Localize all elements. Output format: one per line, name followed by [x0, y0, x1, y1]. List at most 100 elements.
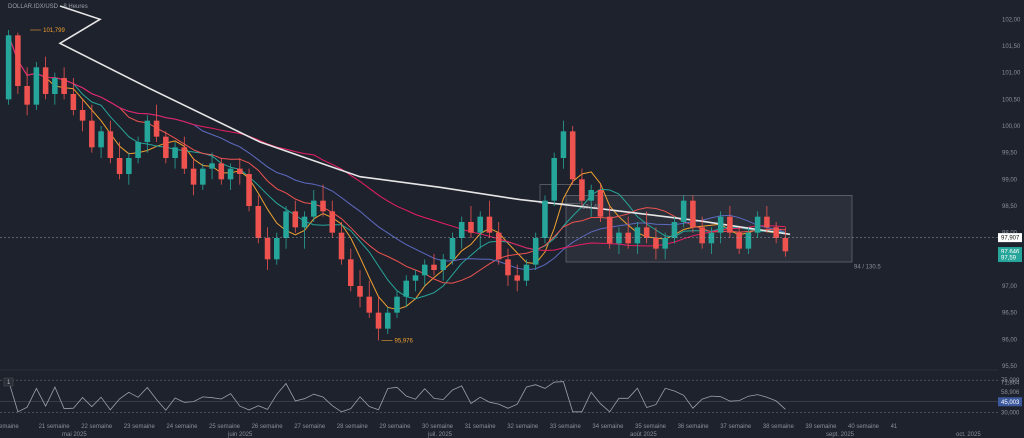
price-tag-label: 97,646 [1001, 250, 1020, 256]
price-tick: 100,00 [1002, 124, 1021, 130]
week-label: 25 semaine [209, 424, 241, 430]
price-tag-label: 97,59 [1001, 256, 1017, 262]
week-label: 40 semaine [848, 424, 880, 430]
candle-body [708, 232, 715, 244]
interval-label: 8 Heures [63, 4, 88, 10]
candle-body [597, 190, 604, 217]
month-label: juil. 2025 [427, 432, 453, 438]
candles [5, 30, 789, 341]
candle-body [218, 163, 225, 180]
week-label: 37 semaine [720, 424, 752, 430]
osc-marker-label: 1 [7, 380, 11, 386]
candle-body [625, 232, 631, 244]
candle-body [89, 120, 95, 148]
candle-body [569, 131, 576, 180]
month-label: sept. 2025 [826, 432, 855, 438]
candle-body [532, 238, 539, 265]
week-label: 34 semaine [592, 424, 624, 430]
candle-body [79, 110, 86, 121]
month-label: juin 2025 [227, 432, 253, 438]
candle-body [107, 131, 114, 158]
range-top-label: 13 / 43 [582, 205, 601, 211]
week-label: semaine [0, 424, 19, 430]
candle-body [616, 232, 622, 244]
candle-body [237, 168, 243, 174]
candle-body [403, 280, 410, 297]
week-label: 38 semaine [763, 424, 795, 430]
price-tick: 96,50 [1002, 311, 1018, 317]
week-label: 39 semaine [805, 424, 837, 430]
candle-body [5, 35, 12, 100]
candle-body [736, 232, 742, 249]
candle-body [542, 200, 548, 238]
week-label: 32 semaine [507, 424, 539, 430]
oscillator-line [8, 380, 786, 413]
price-tag [998, 233, 1022, 243]
candle-body [338, 232, 345, 260]
candle-body [301, 216, 308, 228]
price-tag-label: 97,907 [1001, 236, 1020, 242]
candle-body [274, 238, 280, 260]
candle-body [468, 222, 474, 233]
price-tick: 100,50 [1002, 97, 1021, 103]
candle-body [292, 211, 299, 228]
candle-body [190, 168, 197, 185]
candle-body [126, 158, 132, 174]
price-tick: 101,50 [1002, 44, 1021, 50]
candle-body [773, 227, 779, 238]
week-label: 30 semaine [422, 424, 454, 430]
week-label: 29 semaine [379, 424, 411, 430]
price-tick: 98,50 [1002, 204, 1018, 210]
candle-body [634, 227, 641, 244]
candle-body [135, 142, 141, 158]
candle-body [690, 200, 696, 228]
candle-body [246, 174, 252, 206]
price-tick: 99,50 [1002, 151, 1018, 157]
price-tick: 95,50 [1002, 364, 1018, 370]
candle-body [116, 158, 123, 174]
candle-body [588, 190, 594, 201]
price-tick: 99,00 [1002, 177, 1018, 183]
candle-body [486, 216, 493, 233]
candle-body [144, 120, 151, 142]
week-label: 23 semaine [124, 424, 156, 430]
week-label: 33 semaine [550, 424, 582, 430]
range-bottom-label: 94 / 130.5 [854, 264, 881, 270]
week-label: 24 semaine [166, 424, 198, 430]
week-label: 21 semaine [39, 424, 71, 430]
candle-body [24, 86, 30, 105]
candle-body [717, 216, 724, 233]
osc-marker-box [3, 377, 14, 387]
osc-level: 58,906 [1001, 390, 1020, 396]
range-box [539, 184, 853, 263]
candle-body [745, 232, 752, 249]
candle-body [98, 131, 104, 148]
candle-body [283, 211, 289, 238]
week-label: 26 semaine [252, 424, 284, 430]
candle-body [662, 238, 668, 249]
candle-body [153, 120, 160, 137]
candle-body [560, 131, 567, 158]
candle-body [458, 222, 465, 238]
week-label: 27 semaine [294, 424, 326, 430]
candle-body [680, 200, 687, 222]
candle-body [320, 200, 326, 212]
candle-body [394, 296, 400, 313]
osc-level: 75,000 [1001, 378, 1020, 384]
candle-body [505, 259, 511, 276]
candle-body [200, 168, 206, 185]
candle-body [671, 222, 678, 238]
osc-level: 30,000 [1001, 411, 1020, 417]
candle-body [366, 296, 373, 313]
candle-body [754, 216, 761, 233]
candle-body [172, 147, 178, 158]
month-label: août 2025 [630, 432, 657, 438]
week-label: 35 semaine [635, 424, 667, 430]
month-label: oct. 2025 [956, 432, 981, 438]
long-ma-line [58, 5, 791, 236]
week-label: 31 semaine [465, 424, 497, 430]
ma-line [8, 35, 786, 284]
candle-body [653, 238, 659, 249]
